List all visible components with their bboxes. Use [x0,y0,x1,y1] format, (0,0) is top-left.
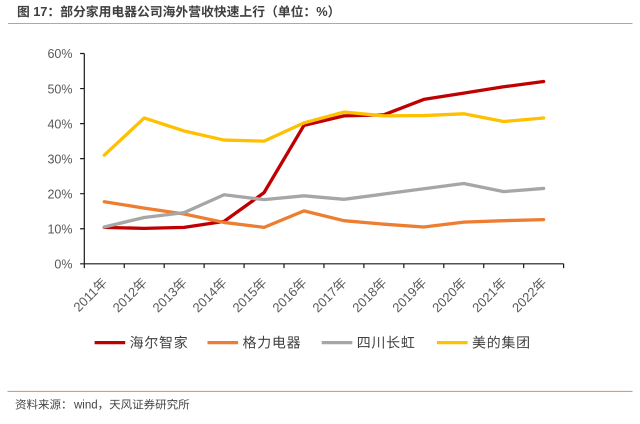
svg-text:0%: 0% [54,258,72,272]
svg-text:17: 17 [33,4,47,19]
svg-text:30%: 30% [47,152,72,166]
svg-text:%: % [316,4,328,19]
svg-text:10%: 10% [47,222,72,236]
svg-text:40%: 40% [47,117,72,131]
svg-text:wind: wind [73,400,98,412]
svg-text:50%: 50% [47,82,72,96]
svg-text:20%: 20% [47,187,72,201]
svg-text:60%: 60% [47,47,72,61]
